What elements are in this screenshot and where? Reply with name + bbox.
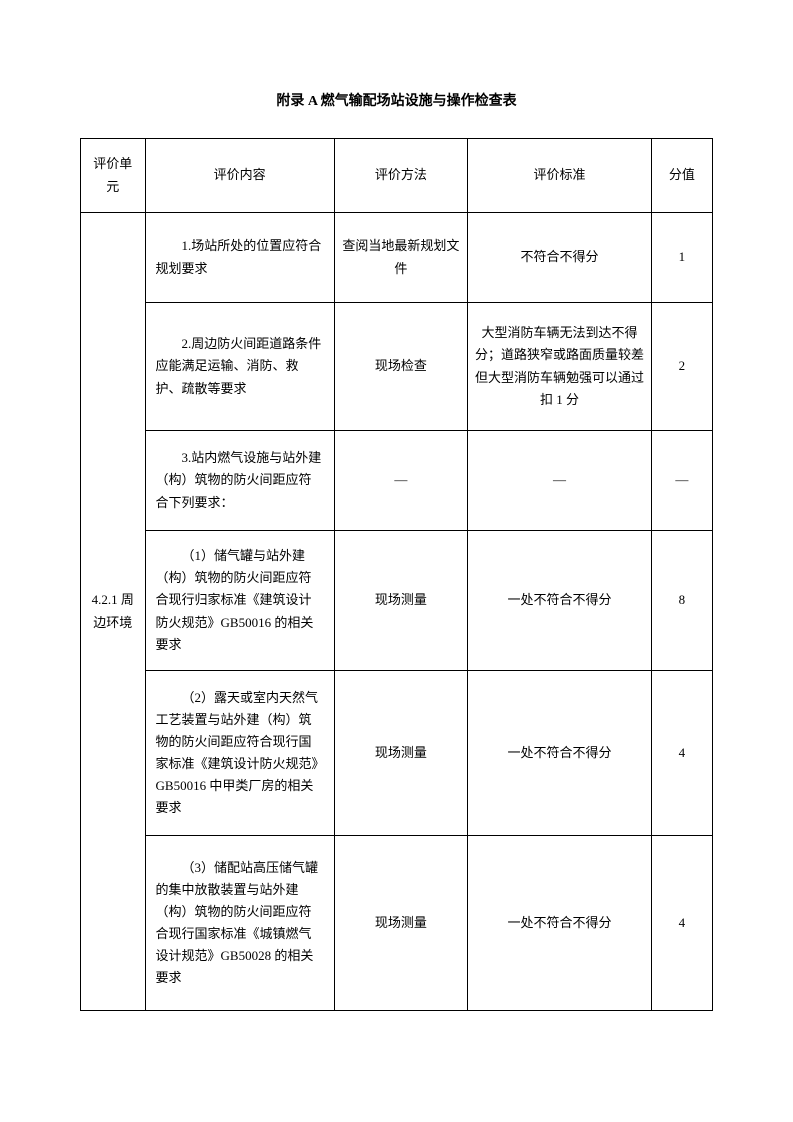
standard-cell: 一处不符合不得分: [468, 836, 652, 1011]
content-cell: （2）露天或室内天然气工艺装置与站外建（构）筑物的防火间距应符合现行国家标准《建…: [145, 671, 334, 836]
table-row: （3）储配站高压储气罐的集中放散装置与站外建（构）筑物的防火间距应符合现行国家标…: [81, 836, 713, 1011]
header-unit: 评价单元: [81, 139, 146, 213]
table-row: （2）露天或室内天然气工艺装置与站外建（构）筑物的防火间距应符合现行国家标准《建…: [81, 671, 713, 836]
method-cell: 查阅当地最新规划文件: [334, 213, 468, 303]
method-cell: 现场检查: [334, 303, 468, 431]
inspection-table: 评价单元 评价内容 评价方法 评价标准 分值 4.2.1 周边环境1.场站所处的…: [80, 138, 713, 1011]
table-row: 3.站内燃气设施与站外建（构）筑物的防火间距应符合下列要求：———: [81, 431, 713, 531]
content-cell: 1.场站所处的位置应符合规划要求: [145, 213, 334, 303]
content-cell: 2.周边防火间距道路条件应能满足运输、消防、救护、疏散等要求: [145, 303, 334, 431]
header-content: 评价内容: [145, 139, 334, 213]
standard-cell: 一处不符合不得分: [468, 671, 652, 836]
header-method: 评价方法: [334, 139, 468, 213]
table-row: 4.2.1 周边环境1.场站所处的位置应符合规划要求查阅当地最新规划文件不符合不…: [81, 213, 713, 303]
method-cell: —: [334, 431, 468, 531]
standard-cell: 一处不符合不得分: [468, 531, 652, 671]
standard-cell: 不符合不得分: [468, 213, 652, 303]
document-title: 附录 A 燃气输配场站设施与操作检查表: [80, 90, 713, 110]
table-header-row: 评价单元 评价内容 评价方法 评价标准 分值: [81, 139, 713, 213]
content-cell: 3.站内燃气设施与站外建（构）筑物的防火间距应符合下列要求：: [145, 431, 334, 531]
score-cell: 1: [651, 213, 712, 303]
standard-cell: —: [468, 431, 652, 531]
method-cell: 现场测量: [334, 671, 468, 836]
standard-cell: 大型消防车辆无法到达不得分；道路狭窄或路面质量较差但大型消防车辆勉强可以通过扣 …: [468, 303, 652, 431]
score-cell: 8: [651, 531, 712, 671]
score-cell: 4: [651, 671, 712, 836]
content-cell: （3）储配站高压储气罐的集中放散装置与站外建（构）筑物的防火间距应符合现行国家标…: [145, 836, 334, 1011]
content-cell: （1）储气罐与站外建（构）筑物的防火间距应符合现行归家标准《建筑设计防火规范》G…: [145, 531, 334, 671]
method-cell: 现场测量: [334, 531, 468, 671]
unit-cell: 4.2.1 周边环境: [81, 213, 146, 1011]
header-standard: 评价标准: [468, 139, 652, 213]
score-cell: 2: [651, 303, 712, 431]
method-cell: 现场测量: [334, 836, 468, 1011]
header-score: 分值: [651, 139, 712, 213]
table-row: 2.周边防火间距道路条件应能满足运输、消防、救护、疏散等要求现场检查大型消防车辆…: [81, 303, 713, 431]
table-row: （1）储气罐与站外建（构）筑物的防火间距应符合现行归家标准《建筑设计防火规范》G…: [81, 531, 713, 671]
score-cell: 4: [651, 836, 712, 1011]
score-cell: —: [651, 431, 712, 531]
